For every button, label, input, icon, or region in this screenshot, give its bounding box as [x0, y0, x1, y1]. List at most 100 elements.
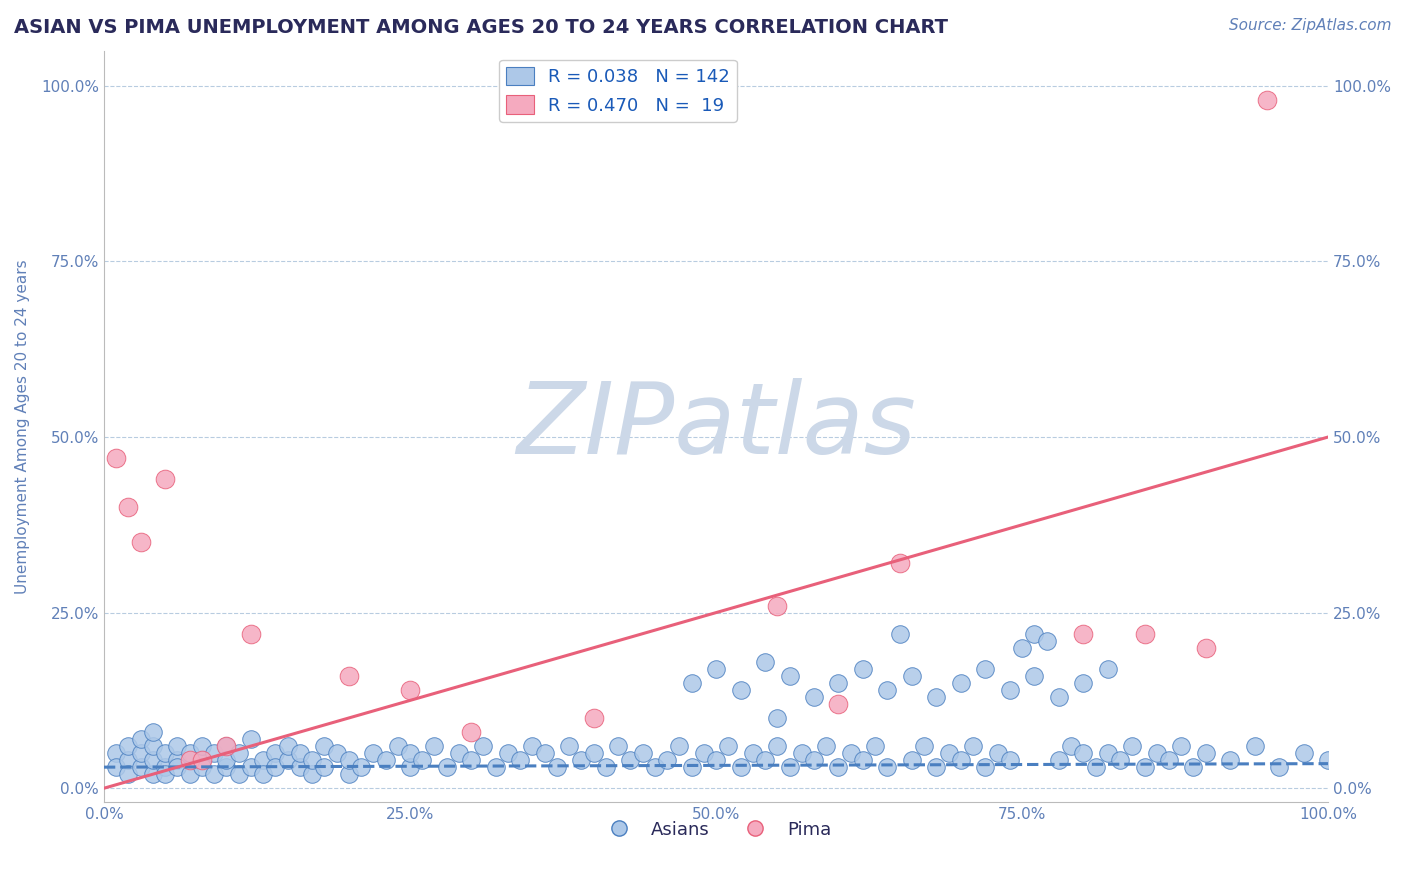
Point: [974, 760, 997, 774]
Point: [337, 669, 360, 683]
Point: [1133, 760, 1156, 774]
Point: [522, 739, 544, 753]
Point: [153, 767, 176, 781]
Point: [925, 760, 948, 774]
Point: [730, 682, 752, 697]
Point: [962, 739, 984, 753]
Point: [423, 739, 446, 753]
Point: [485, 760, 508, 774]
Point: [1071, 746, 1094, 760]
Point: [105, 451, 128, 466]
Point: [153, 472, 176, 486]
Point: [876, 760, 898, 774]
Point: [827, 676, 849, 690]
Point: [228, 767, 250, 781]
Point: [1121, 739, 1143, 753]
Point: [1182, 760, 1205, 774]
Point: [509, 753, 531, 767]
Point: [166, 753, 188, 767]
Point: [117, 739, 139, 753]
Point: [1256, 93, 1278, 107]
Point: [117, 767, 139, 781]
Point: [1195, 746, 1218, 760]
Point: [105, 746, 128, 760]
Point: [1170, 739, 1192, 753]
Point: [1024, 669, 1046, 683]
Point: [228, 746, 250, 760]
Point: [582, 746, 605, 760]
Point: [1071, 626, 1094, 640]
Point: [460, 753, 482, 767]
Point: [1071, 676, 1094, 690]
Point: [1219, 753, 1241, 767]
Point: [901, 669, 924, 683]
Point: [852, 662, 875, 676]
Point: [361, 746, 384, 760]
Point: [889, 626, 911, 640]
Point: [546, 760, 568, 774]
Point: [496, 746, 519, 760]
Text: Source: ZipAtlas.com: Source: ZipAtlas.com: [1229, 18, 1392, 33]
Point: [998, 753, 1021, 767]
Point: [142, 753, 165, 767]
Point: [179, 753, 201, 767]
Legend: Asians, Pima: Asians, Pima: [593, 814, 839, 846]
Point: [191, 753, 214, 767]
Point: [730, 760, 752, 774]
Point: [704, 753, 727, 767]
Point: [252, 753, 274, 767]
Point: [974, 662, 997, 676]
Point: [803, 753, 825, 767]
Point: [1292, 746, 1315, 760]
Point: [153, 746, 176, 760]
Point: [472, 739, 495, 753]
Point: [436, 760, 458, 774]
Point: [314, 760, 336, 774]
Point: [1084, 760, 1107, 774]
Point: [827, 697, 849, 711]
Point: [1047, 690, 1070, 704]
Point: [631, 746, 654, 760]
Text: ASIAN VS PIMA UNEMPLOYMENT AMONG AGES 20 TO 24 YEARS CORRELATION CHART: ASIAN VS PIMA UNEMPLOYMENT AMONG AGES 20…: [14, 18, 948, 37]
Point: [179, 767, 201, 781]
Point: [912, 739, 935, 753]
Point: [288, 746, 311, 760]
Point: [1146, 746, 1168, 760]
Point: [301, 753, 323, 767]
Point: [1133, 626, 1156, 640]
Point: [387, 739, 409, 753]
Y-axis label: Unemployment Among Ages 20 to 24 years: Unemployment Among Ages 20 to 24 years: [15, 260, 30, 594]
Point: [166, 760, 188, 774]
Point: [668, 739, 690, 753]
Point: [215, 739, 238, 753]
Point: [337, 753, 360, 767]
Point: [215, 753, 238, 767]
Point: [129, 760, 152, 774]
Point: [815, 739, 838, 753]
Text: ZIPatlas: ZIPatlas: [516, 378, 915, 475]
Point: [852, 753, 875, 767]
Point: [179, 746, 201, 760]
Point: [655, 753, 678, 767]
Point: [766, 711, 789, 725]
Point: [607, 739, 630, 753]
Point: [264, 746, 287, 760]
Point: [399, 760, 422, 774]
Point: [644, 760, 666, 774]
Point: [301, 767, 323, 781]
Point: [129, 732, 152, 747]
Point: [1195, 640, 1218, 655]
Point: [191, 760, 214, 774]
Point: [779, 760, 801, 774]
Point: [374, 753, 396, 767]
Point: [215, 760, 238, 774]
Point: [571, 753, 593, 767]
Point: [1097, 662, 1119, 676]
Point: [717, 739, 740, 753]
Point: [925, 690, 948, 704]
Point: [191, 753, 214, 767]
Point: [681, 760, 703, 774]
Point: [215, 739, 238, 753]
Point: [949, 753, 972, 767]
Point: [863, 739, 886, 753]
